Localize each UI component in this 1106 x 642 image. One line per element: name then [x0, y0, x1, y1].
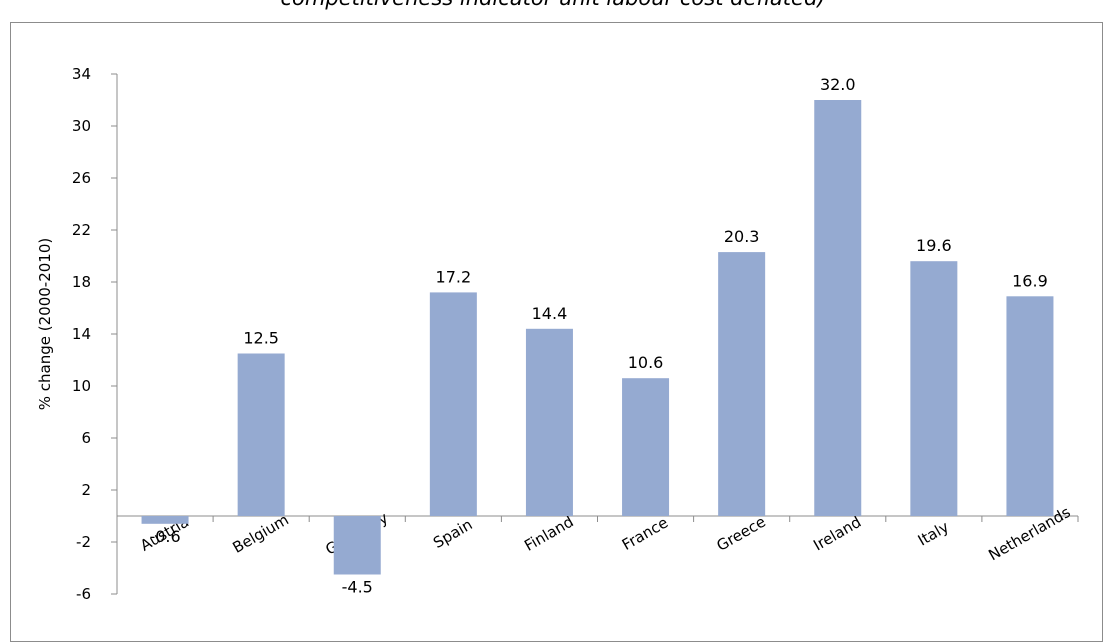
data-label: 10.6 [628, 353, 664, 372]
chart-caption: competitiveness indicator unit labour co… [0, 0, 1106, 10]
y-tick-label: 2 [81, 481, 91, 499]
bar-spain [429, 292, 477, 516]
y-tick-label: 10 [72, 377, 91, 395]
y-tick-label: 30 [72, 117, 91, 135]
bar-greece [718, 252, 766, 516]
x-tick-label: Greece [714, 513, 769, 555]
bar-austria [141, 516, 189, 524]
x-tick-label: France [619, 513, 671, 554]
data-label: 16.9 [1012, 271, 1048, 290]
bar-germany [333, 516, 381, 575]
x-tick-label: Italy [915, 518, 952, 550]
x-tick-label: Finland [521, 512, 576, 554]
data-label: 19.6 [916, 236, 952, 255]
bars [141, 100, 1054, 575]
data-label: -0.6 [149, 527, 180, 546]
data-label: 17.2 [436, 267, 472, 286]
data-label: 32.0 [820, 75, 856, 94]
y-tick-label: 34 [72, 65, 91, 83]
y-tick-label: 22 [72, 221, 91, 239]
data-label: 20.3 [724, 227, 760, 246]
x-tick-label: Ireland [810, 513, 864, 555]
y-tick-label: 26 [72, 169, 91, 187]
data-label: -4.5 [342, 578, 373, 597]
bar-france [622, 378, 670, 516]
data-label: 12.5 [243, 329, 279, 348]
y-tick-label: -6 [76, 585, 91, 603]
y-tick-label: -2 [76, 533, 91, 551]
data-labels: -0.6 12.5 -4.5 17.2 14.4 10.6 20.3 32.0 19.6 16.9 [149, 75, 1047, 597]
y-tick-label: 14 [72, 325, 91, 343]
bar-finland [525, 328, 573, 516]
bar-ireland [814, 100, 862, 516]
bar-italy [910, 261, 958, 516]
y-tick-label: 6 [81, 429, 91, 447]
bar-belgium [237, 353, 285, 516]
bar-netherlands [1006, 296, 1054, 516]
y-axis-title: % change (2000-2010) [36, 238, 54, 410]
y-tick-label: 18 [72, 273, 91, 291]
x-tick-label: Belgium [230, 511, 292, 557]
data-label: 14.4 [532, 304, 568, 323]
x-tick-label: Spain [430, 515, 475, 552]
